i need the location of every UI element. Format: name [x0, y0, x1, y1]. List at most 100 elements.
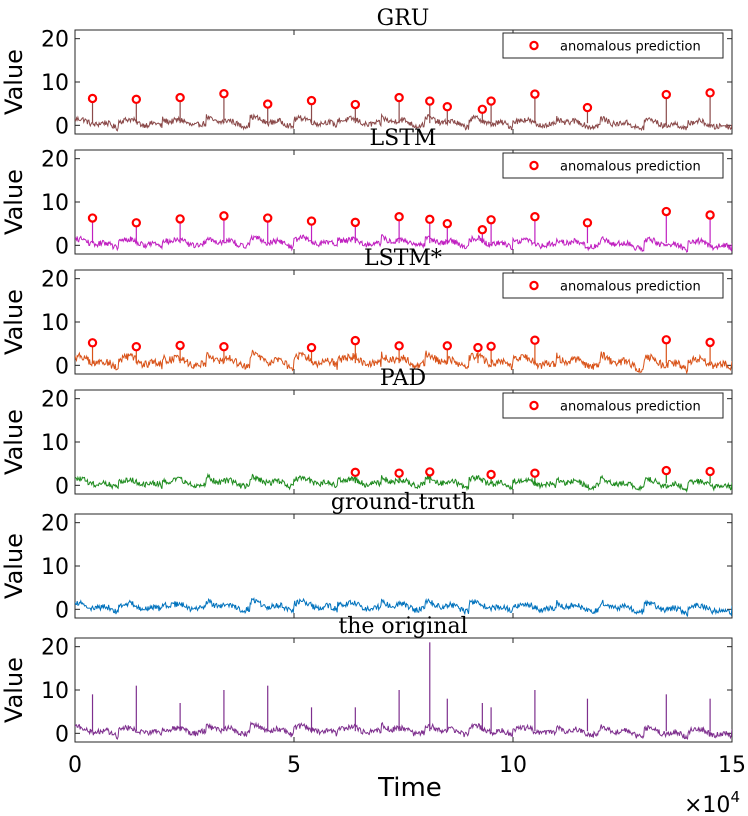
- anomaly-marker: [87, 93, 98, 104]
- anomaly-marker: [175, 214, 185, 224]
- y-tick-label: 20: [41, 388, 69, 413]
- panel-lstm: 0 10 20 Value LSTM anomalous prediction: [0, 126, 733, 259]
- anomaly-marker: [442, 101, 452, 112]
- anomaly-marker: [705, 88, 715, 98]
- anomaly-marker: [705, 337, 715, 348]
- anomaly-marker: [582, 218, 593, 228]
- y-tick-label: 0: [55, 598, 69, 623]
- panel-lstm-: 0 10 20 Value LSTM* anomalous prediction: [0, 246, 733, 379]
- anomaly-marker: [263, 213, 273, 223]
- y-tick-label: 0: [55, 722, 69, 747]
- y-tick-label: 10: [41, 191, 69, 216]
- anomaly-marker: [486, 96, 496, 106]
- anomaly-marker: [530, 212, 540, 222]
- anomaly-marker: [131, 94, 142, 105]
- anomaly-marker: [394, 212, 404, 222]
- legend-marker: [529, 400, 539, 411]
- anomaly-marker: [477, 225, 488, 235]
- y-tick-label: 10: [41, 71, 69, 96]
- anomaly-marker: [705, 210, 715, 220]
- series-line: [75, 472, 732, 493]
- anomaly-marker: [219, 211, 229, 221]
- series-line: [75, 234, 732, 253]
- anomaly-marker: [530, 89, 540, 99]
- anomaly-marker: [425, 467, 435, 477]
- panel-title: PAD: [380, 366, 426, 391]
- y-axis-label: Value: [0, 289, 28, 355]
- series-line: [75, 112, 732, 132]
- panel-ground-truth: 0 10 20 Value ground-truth: [0, 490, 733, 623]
- legend-label: anomalous prediction: [560, 400, 701, 415]
- series-line: [75, 597, 732, 617]
- anomaly-marker: [131, 218, 142, 228]
- anomaly-marker: [530, 335, 540, 345]
- y-axis-label: Value: [0, 657, 28, 723]
- anomaly-marker: [425, 96, 435, 106]
- x-axis: 0 5 10 15 Time ×104: [68, 753, 746, 816]
- series-line: [75, 349, 732, 374]
- y-axis-label: Value: [0, 409, 28, 475]
- anomaly-marker: [705, 466, 715, 477]
- anomaly-marker: [486, 469, 496, 480]
- plot-frame: [74, 637, 733, 743]
- anomaly-marker: [661, 206, 672, 217]
- series-line: [75, 721, 732, 740]
- anomaly-marker: [263, 99, 273, 109]
- anomaly-marker: [486, 341, 496, 351]
- y-tick-label: 0: [55, 354, 69, 379]
- anomaly-marker: [175, 92, 185, 103]
- legend-marker: [529, 40, 539, 51]
- anomaly-marker: [350, 217, 361, 228]
- y-tick-label: 20: [41, 148, 69, 173]
- x-axis-label: Time: [377, 773, 442, 803]
- legend-label: anomalous prediction: [560, 160, 701, 175]
- y-tick-label: 20: [41, 28, 69, 53]
- anomaly-marker: [306, 95, 317, 106]
- anomaly-marker: [394, 92, 404, 103]
- legend-box: [502, 152, 724, 179]
- y-tick-label: 0: [55, 474, 69, 499]
- anomaly-marker: [477, 104, 488, 115]
- panel-title: LSTM: [370, 126, 437, 151]
- anomaly-marker: [442, 218, 452, 229]
- legend-box: [502, 392, 724, 419]
- anomaly-marker: [394, 341, 404, 351]
- plot-frame: [74, 513, 733, 619]
- anomaly-marker: [219, 342, 229, 352]
- legend-marker: [529, 160, 539, 171]
- anomaly-marker: [350, 335, 361, 346]
- anomaly-marker: [661, 89, 672, 100]
- legend-marker: [529, 280, 539, 291]
- anomaly-marker: [661, 465, 672, 476]
- panel-title: the original: [338, 614, 467, 639]
- anomaly-marker: [219, 88, 229, 99]
- y-tick-label: 20: [41, 512, 69, 537]
- legend-box: [502, 272, 724, 299]
- y-tick-label: 0: [55, 234, 69, 259]
- panel-the-original: 0 10 20 Value the original: [0, 614, 733, 747]
- y-tick-label: 10: [41, 555, 69, 580]
- y-tick-label: 10: [41, 679, 69, 704]
- panel-title: ground-truth: [331, 490, 475, 515]
- anomaly-marker: [582, 102, 593, 113]
- anomaly-marker: [473, 342, 483, 353]
- x-tick-label: 10: [499, 753, 527, 778]
- legend-label: anomalous prediction: [560, 280, 701, 295]
- anomaly-marker: [175, 340, 185, 351]
- y-tick-label: 20: [41, 636, 69, 661]
- panel-title: GRU: [377, 6, 430, 31]
- x-tick-label: 0: [68, 753, 82, 778]
- y-tick-label: 20: [41, 268, 69, 293]
- y-axis-label: Value: [0, 533, 28, 599]
- panel-gru: 0 10 20 Value GRU anomalous prediction: [0, 6, 733, 139]
- panel-title: LSTM*: [364, 246, 442, 271]
- y-axis-label: Value: [0, 169, 28, 235]
- x-tick-label: 15: [718, 753, 746, 778]
- anomaly-marker: [394, 468, 404, 478]
- y-axis-label: Value: [0, 49, 28, 115]
- anomaly-marker: [306, 342, 317, 353]
- anomaly-marker: [442, 341, 452, 351]
- anomaly-marker: [486, 215, 496, 225]
- anomaly-marker: [306, 216, 317, 226]
